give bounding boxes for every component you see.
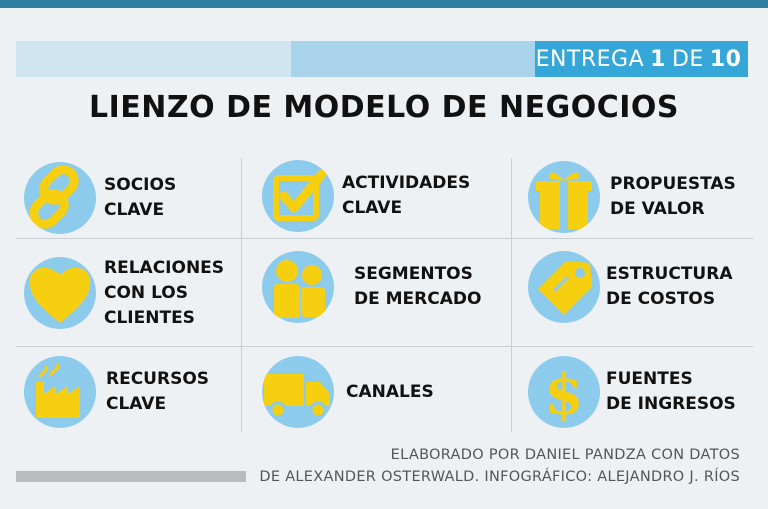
badge-prefix: ENTREGA bbox=[535, 46, 645, 72]
page-title: LIENZO DE MODELO DE NEGOCIOS bbox=[88, 90, 680, 125]
grid-divider-v2 bbox=[511, 158, 512, 432]
block-label: CANALES bbox=[346, 381, 434, 402]
price-tag-icon bbox=[528, 251, 600, 323]
header-band-light bbox=[16, 41, 291, 77]
people-icon bbox=[262, 251, 334, 323]
block-canales: CANALES bbox=[262, 356, 434, 428]
block-socios-clave: SOCIOS CLAVE bbox=[24, 162, 176, 234]
grid-divider-h2 bbox=[16, 346, 753, 347]
block-fuentes-ingresos: $ FUENTES DE INGRESOS bbox=[528, 356, 736, 428]
canvas-grid: SOCIOS CLAVE ACTIVIDADES CLAVE PROPUESTAS D… bbox=[16, 158, 753, 432]
truck-icon bbox=[262, 356, 334, 428]
block-label: SEGMENTOS DE MERCADO bbox=[354, 264, 482, 309]
block-actividades-clave: ACTIVIDADES CLAVE bbox=[262, 160, 470, 232]
block-label: ACTIVIDADES CLAVE bbox=[342, 173, 471, 218]
block-estructura-costos: ESTRUCTURA DE COSTOS bbox=[528, 250, 732, 324]
factory-icon bbox=[24, 356, 96, 428]
block-label: PROPUESTAS DE VALOR bbox=[610, 174, 736, 219]
block-label: ESTRUCTURA DE COSTOS bbox=[606, 264, 733, 309]
block-label: RELACIONES CON LOS CLIENTES bbox=[104, 257, 225, 328]
badge-middle: DE bbox=[671, 46, 704, 72]
header-band-mid bbox=[291, 41, 535, 77]
badge-current: 1 bbox=[650, 46, 666, 72]
svg-text:$: $ bbox=[545, 362, 584, 428]
grid-divider-v1 bbox=[241, 158, 242, 432]
checkbox-icon bbox=[262, 160, 334, 232]
gift-icon bbox=[528, 161, 600, 233]
delivery-badge: ENTREGA 1 DE 10 bbox=[535, 41, 748, 77]
dollar-icon: $ bbox=[528, 356, 600, 428]
credits-line-2: DE ALEXANDER OSTERWALD. INFOGRÁFICO: ALE… bbox=[259, 469, 740, 485]
grid-divider-h1 bbox=[16, 238, 753, 239]
badge-total: 10 bbox=[709, 46, 742, 72]
block-propuestas-valor: PROPUESTAS DE VALOR bbox=[528, 160, 736, 234]
block-label: RECURSOS CLAVE bbox=[106, 369, 210, 414]
footer-grey-bar bbox=[16, 471, 246, 482]
top-accent-bar bbox=[0, 0, 768, 8]
block-relaciones-clientes: RELACIONES CON LOS CLIENTES bbox=[24, 248, 224, 338]
heart-icon bbox=[24, 257, 96, 329]
block-label: SOCIOS CLAVE bbox=[104, 175, 177, 220]
block-label: FUENTES DE INGRESOS bbox=[606, 369, 736, 414]
credits-line-1: ELABORADO POR DANIEL PANDZA CON DATOS bbox=[390, 447, 740, 463]
block-recursos-clave: RECURSOS CLAVE bbox=[24, 356, 209, 428]
credits: ELABORADO POR DANIEL PANDZA CON DATOS DE… bbox=[259, 444, 740, 488]
block-segmentos-mercado: SEGMENTOS DE MERCADO bbox=[262, 250, 481, 324]
link-icon bbox=[24, 162, 96, 234]
